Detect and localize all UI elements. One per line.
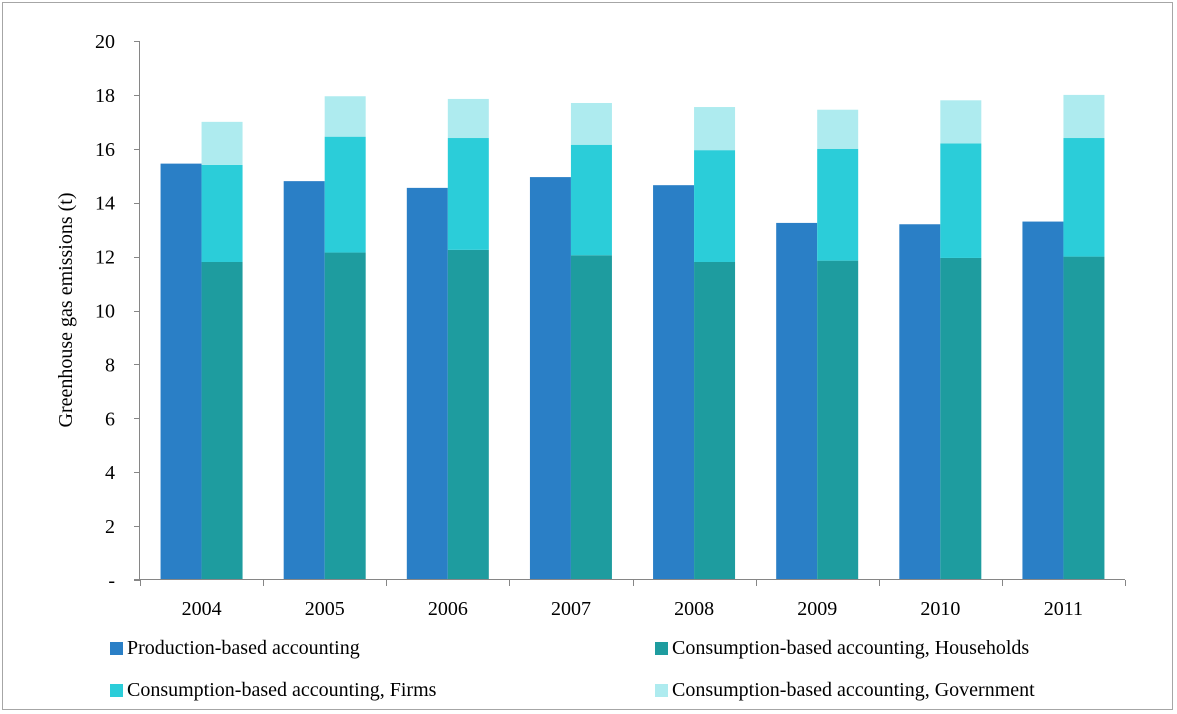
legend-label-firms: Consumption-based accounting, Firms: [127, 678, 437, 701]
bar-production-2010: [899, 224, 941, 580]
bar-government-2004: [201, 121, 243, 165]
bar-firms-2006: [447, 138, 489, 250]
bar-firms-2009: [817, 148, 859, 261]
y-tick-labels: - 2 4 6 8 10 12 14 16 18 20: [95, 31, 115, 592]
y-tick-label: -: [108, 570, 115, 592]
bar-firms-2008: [694, 150, 736, 262]
legend-item-government: Consumption-based accounting, Government: [655, 678, 1035, 702]
bar-households-2009: [817, 260, 859, 580]
x-tick-label: 2011: [1044, 598, 1083, 620]
legend-swatch-firms: [110, 683, 123, 697]
bar-households-2011: [1063, 256, 1105, 580]
legend-item-production: Production-based accounting: [110, 636, 360, 660]
bar-production-2009: [776, 222, 818, 580]
legend-swatch-government: [655, 683, 668, 697]
legend-label-households: Consumption-based accounting, Households: [672, 636, 1030, 659]
bar-production-2006: [406, 187, 448, 580]
bar-production-2004: [160, 163, 202, 580]
bar-firms-2010: [940, 143, 982, 258]
bar-households-2008: [694, 261, 736, 580]
legend-item-households: Consumption-based accounting, Households: [655, 636, 1029, 660]
bar-government-2006: [447, 98, 489, 139]
bar-government-2010: [940, 100, 982, 144]
x-tick-label: 2006: [428, 598, 468, 620]
bar-firms-2004: [201, 164, 243, 262]
x-tick-label: 2005: [305, 598, 345, 620]
x-tick-labels: 2004 2005 2006 2007 2008 2009 2010 2011: [182, 598, 1084, 620]
bars-group: [160, 94, 1105, 581]
y-tick-label: 14: [95, 193, 115, 215]
x-tick-label: 2007: [551, 598, 591, 620]
bar-households-2007: [570, 255, 612, 580]
bar-government-2011: [1063, 94, 1105, 139]
bar-government-2009: [817, 109, 859, 149]
legend-item-firms: Consumption-based accounting, Firms: [110, 678, 436, 702]
x-tick-label: 2009: [797, 598, 837, 620]
bar-households-2010: [940, 257, 982, 580]
y-tick-label: 12: [95, 247, 115, 269]
y-tick-label: 8: [105, 354, 115, 376]
bar-production-2011: [1022, 221, 1064, 580]
legend-swatch-production: [110, 641, 123, 655]
bar-households-2004: [201, 261, 243, 580]
bar-firms-2011: [1063, 138, 1105, 257]
bar-production-2007: [529, 177, 571, 580]
bar-government-2007: [570, 102, 612, 145]
legend-swatch-households: [655, 641, 668, 655]
y-tick-label: 2: [105, 516, 115, 538]
y-tick-label: 16: [95, 139, 115, 161]
bar-firms-2007: [570, 144, 612, 256]
y-tick-label: 18: [95, 85, 115, 107]
bar-firms-2005: [324, 136, 366, 253]
bar-government-2008: [694, 107, 736, 151]
y-tick-label: 6: [105, 408, 115, 430]
y-axis-title: Greenhouse gas emissions (t): [55, 193, 77, 428]
y-tick-label: 10: [95, 301, 115, 323]
bar-government-2005: [324, 96, 366, 137]
bar-households-2006: [447, 249, 489, 581]
legend-label-production: Production-based accounting: [127, 636, 360, 659]
x-tick-label: 2008: [674, 598, 714, 620]
bar-production-2008: [653, 185, 695, 580]
x-tick-label: 2004: [182, 598, 222, 620]
x-tick-label: 2010: [920, 598, 960, 620]
legend-label-government: Consumption-based accounting, Government: [672, 678, 1035, 701]
y-tick-label: 4: [105, 462, 115, 484]
axis-ticks: [134, 41, 1126, 586]
y-tick-label: 20: [95, 31, 115, 53]
bar-production-2005: [283, 181, 325, 580]
bar-households-2005: [324, 252, 366, 580]
